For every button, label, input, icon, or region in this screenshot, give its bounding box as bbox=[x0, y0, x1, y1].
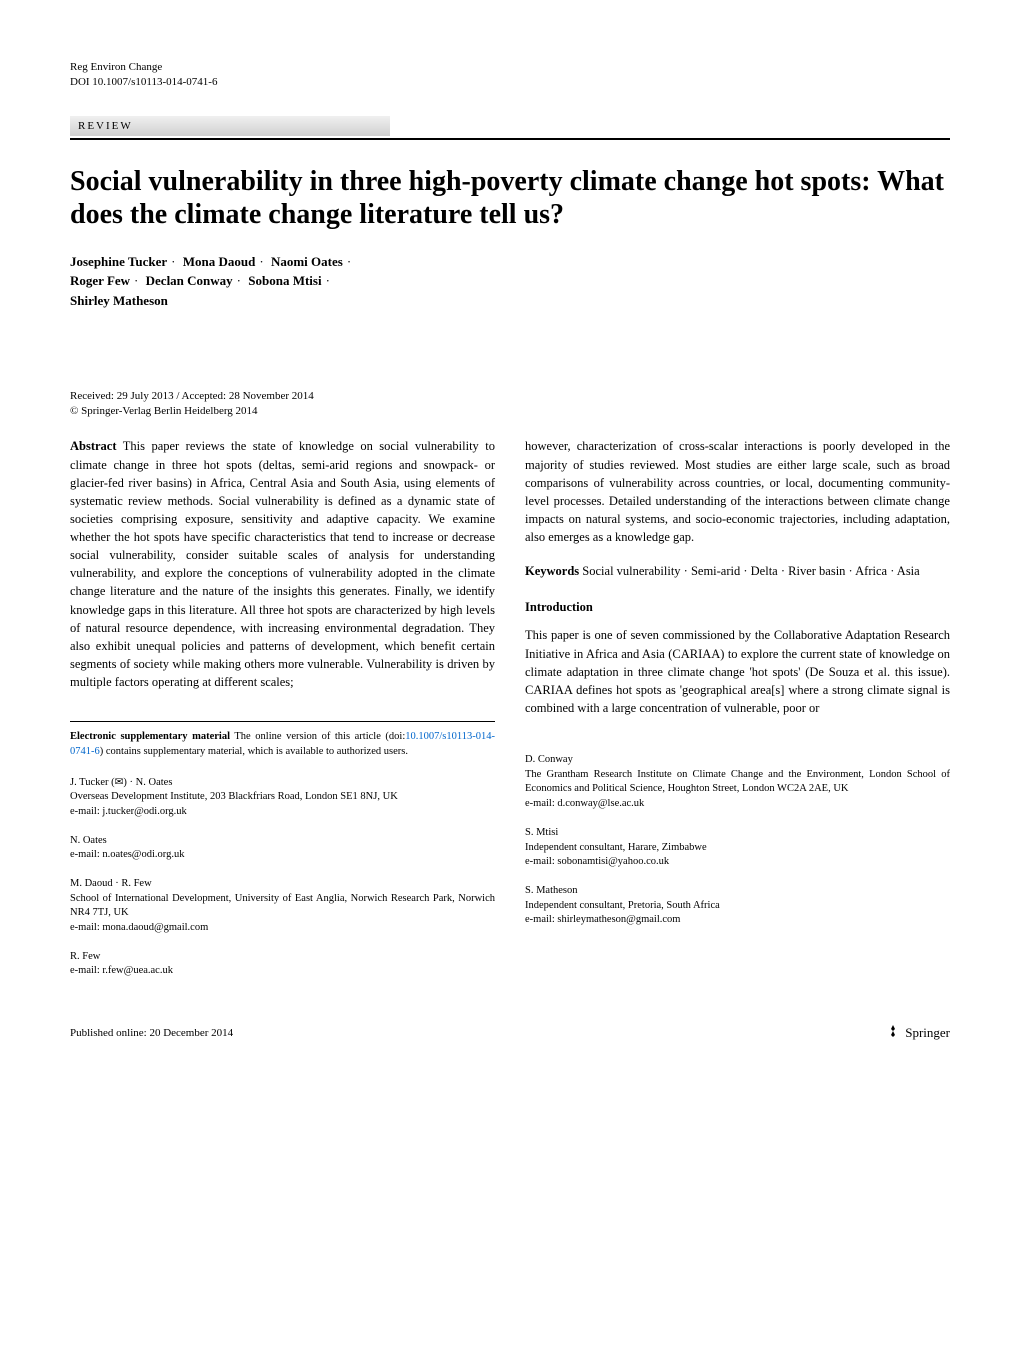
affiliation-email: e-mail: shirleymatheson@gmail.com bbox=[525, 913, 950, 928]
affiliation-names: M. Daoud · R. Few bbox=[70, 877, 495, 892]
springer-icon bbox=[885, 1023, 901, 1043]
affiliation-block: J. Tucker (✉) · N. Oates Overseas Develo… bbox=[70, 776, 495, 820]
article-dates: Received: 29 July 2013 / Accepted: 28 No… bbox=[70, 390, 950, 402]
affiliation-email: e-mail: d.conway@lse.ac.uk bbox=[525, 797, 950, 812]
affiliation-names: D. Conway bbox=[525, 753, 950, 768]
supplementary-label: Electronic supplementary material bbox=[70, 731, 230, 742]
header-meta: Reg Environ Change DOI 10.1007/s10113-01… bbox=[70, 60, 950, 91]
affiliation-names: R. Few bbox=[70, 950, 495, 965]
affiliation-block: N. Oates e-mail: n.oates@odi.org.uk bbox=[70, 834, 495, 863]
supplementary-text: The online version of this article (doi: bbox=[234, 731, 405, 742]
affiliation-names: J. Tucker (✉) · N. Oates bbox=[70, 776, 495, 791]
left-column: Abstract This paper reviews the state of… bbox=[70, 437, 495, 993]
author-name: Mona Daoud bbox=[183, 254, 256, 269]
title-rule bbox=[70, 138, 950, 140]
affiliation-block: M. Daoud · R. Few School of Internationa… bbox=[70, 877, 495, 936]
affiliation-block: D. Conway The Grantham Research Institut… bbox=[525, 753, 950, 812]
affiliation-email: e-mail: sobonamtisi@yahoo.co.uk bbox=[525, 855, 950, 870]
keywords-paragraph: Keywords Social vulnerability · Semi-ari… bbox=[525, 562, 950, 580]
keywords-text: Social vulnerability · Semi-arid · Delta… bbox=[582, 564, 919, 578]
publisher-logo: Springer bbox=[885, 1023, 950, 1043]
author-name: Declan Conway bbox=[146, 273, 233, 288]
affiliation-address: The Grantham Research Institute on Clima… bbox=[525, 768, 950, 797]
affiliation-address: Overseas Development Institute, 203 Blac… bbox=[70, 790, 495, 805]
affiliation-names: S. Matheson bbox=[525, 884, 950, 899]
affiliations-left: J. Tucker (✉) · N. Oates Overseas Develo… bbox=[70, 776, 495, 980]
page-footer: Published online: 20 December 2014 Sprin… bbox=[70, 1023, 950, 1043]
introduction-heading: Introduction bbox=[525, 598, 950, 616]
author-name: Naomi Oates bbox=[271, 254, 343, 269]
affiliation-email: e-mail: r.few@uea.ac.uk bbox=[70, 964, 495, 979]
author-name: Shirley Matheson bbox=[70, 293, 168, 308]
introduction-text: This paper is one of seven commissioned … bbox=[525, 626, 950, 717]
author-name: Roger Few bbox=[70, 273, 130, 288]
article-type-label: REVIEW bbox=[70, 116, 390, 136]
published-date: Published online: 20 December 2014 bbox=[70, 1027, 233, 1039]
affiliation-names: N. Oates bbox=[70, 834, 495, 849]
supplementary-text: ) contains supplementary material, which… bbox=[100, 746, 408, 757]
article-title: Social vulnerability in three high-pover… bbox=[70, 165, 950, 232]
affiliation-address: School of International Development, Uni… bbox=[70, 892, 495, 921]
supplementary-rule bbox=[70, 721, 495, 722]
abstract-text: This paper reviews the state of knowledg… bbox=[70, 439, 495, 689]
affiliation-address: Independent consultant, Pretoria, South … bbox=[525, 899, 950, 914]
affiliations-right: D. Conway The Grantham Research Institut… bbox=[525, 753, 950, 928]
main-columns: Abstract This paper reviews the state of… bbox=[70, 437, 950, 993]
doi-text: DOI 10.1007/s10113-014-0741-6 bbox=[70, 75, 950, 90]
supplementary-material: Electronic supplementary material The on… bbox=[70, 730, 495, 759]
affiliation-email: e-mail: mona.daoud@gmail.com bbox=[70, 921, 495, 936]
journal-name: Reg Environ Change bbox=[70, 60, 950, 75]
affiliation-names: S. Mtisi bbox=[525, 826, 950, 841]
keywords-label: Keywords bbox=[525, 564, 579, 578]
author-name: Josephine Tucker bbox=[70, 254, 167, 269]
affiliation-address: Independent consultant, Harare, Zimbabwe bbox=[525, 841, 950, 856]
abstract-label: Abstract bbox=[70, 439, 117, 453]
abstract-continuation: however, characterization of cross-scala… bbox=[525, 437, 950, 546]
affiliation-block: R. Few e-mail: r.few@uea.ac.uk bbox=[70, 950, 495, 979]
right-column: however, characterization of cross-scala… bbox=[525, 437, 950, 993]
copyright-text: © Springer-Verlag Berlin Heidelberg 2014 bbox=[70, 405, 950, 417]
author-list: Josephine Tucker· Mona Daoud· Naomi Oate… bbox=[70, 252, 950, 311]
publisher-name: Springer bbox=[905, 1025, 950, 1041]
affiliation-block: S. Mtisi Independent consultant, Harare,… bbox=[525, 826, 950, 870]
author-name: Sobona Mtisi bbox=[248, 273, 321, 288]
abstract-paragraph: Abstract This paper reviews the state of… bbox=[70, 437, 495, 691]
affiliation-email: e-mail: j.tucker@odi.org.uk bbox=[70, 805, 495, 820]
affiliation-block: S. Matheson Independent consultant, Pret… bbox=[525, 884, 950, 928]
affiliation-email: e-mail: n.oates@odi.org.uk bbox=[70, 848, 495, 863]
